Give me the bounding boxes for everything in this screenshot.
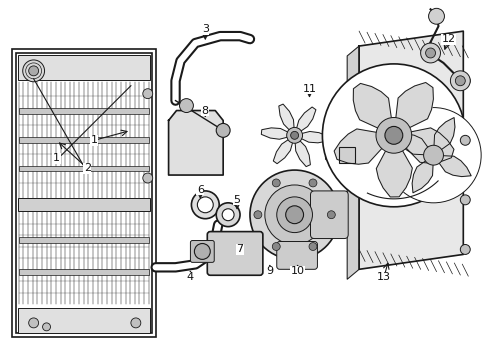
Polygon shape	[341, 155, 349, 177]
Circle shape	[272, 179, 280, 187]
Circle shape	[460, 195, 470, 205]
Text: 8: 8	[202, 105, 209, 116]
Bar	[339, 147, 355, 163]
Text: 4: 4	[187, 272, 194, 282]
Text: 1: 1	[53, 153, 60, 163]
Circle shape	[341, 149, 353, 161]
Polygon shape	[169, 111, 223, 175]
Text: 12: 12	[441, 34, 456, 44]
Circle shape	[222, 209, 234, 221]
Polygon shape	[394, 128, 454, 163]
Circle shape	[460, 244, 470, 255]
Circle shape	[254, 211, 262, 219]
Text: 3: 3	[202, 24, 209, 34]
Polygon shape	[353, 84, 394, 135]
Polygon shape	[294, 107, 316, 135]
Circle shape	[429, 8, 444, 24]
Text: 7: 7	[237, 244, 244, 255]
Circle shape	[460, 135, 470, 145]
Circle shape	[426, 48, 436, 58]
Polygon shape	[334, 129, 394, 164]
Circle shape	[250, 170, 339, 260]
Circle shape	[322, 64, 466, 207]
Polygon shape	[325, 153, 347, 161]
Circle shape	[216, 203, 240, 227]
Bar	[19, 269, 149, 275]
Polygon shape	[376, 135, 412, 197]
Text: 1: 1	[91, 135, 98, 145]
Bar	[18, 198, 150, 211]
Circle shape	[385, 126, 403, 144]
Polygon shape	[394, 82, 433, 135]
Bar	[19, 108, 149, 113]
Polygon shape	[347, 46, 359, 279]
Polygon shape	[434, 118, 455, 155]
Text: 2: 2	[84, 163, 91, 173]
FancyBboxPatch shape	[207, 231, 263, 275]
Polygon shape	[359, 31, 464, 269]
Text: 11: 11	[302, 84, 317, 94]
Polygon shape	[347, 155, 367, 167]
Circle shape	[460, 76, 470, 86]
Circle shape	[277, 197, 313, 233]
Polygon shape	[273, 135, 294, 164]
Text: 6: 6	[197, 185, 204, 195]
Polygon shape	[294, 131, 328, 143]
Polygon shape	[261, 128, 294, 139]
Polygon shape	[279, 104, 294, 135]
Circle shape	[197, 197, 213, 213]
FancyBboxPatch shape	[191, 240, 214, 262]
Circle shape	[272, 243, 280, 251]
Text: 2: 2	[84, 163, 91, 173]
Circle shape	[131, 318, 141, 328]
Circle shape	[195, 243, 210, 260]
Bar	[16, 53, 152, 333]
Circle shape	[286, 206, 303, 224]
Circle shape	[420, 43, 441, 63]
Circle shape	[43, 323, 50, 331]
Polygon shape	[347, 139, 364, 155]
Polygon shape	[294, 135, 310, 167]
Circle shape	[23, 60, 45, 82]
Circle shape	[287, 127, 302, 143]
Polygon shape	[396, 134, 434, 155]
Circle shape	[291, 131, 298, 139]
Bar	[19, 136, 149, 143]
Text: 10: 10	[291, 266, 305, 276]
Circle shape	[327, 211, 335, 219]
Bar	[12, 49, 156, 337]
Circle shape	[376, 117, 412, 153]
Polygon shape	[337, 135, 347, 155]
Text: 5: 5	[234, 195, 241, 205]
Circle shape	[179, 99, 194, 113]
Circle shape	[29, 318, 39, 328]
Circle shape	[309, 243, 317, 251]
Circle shape	[143, 173, 153, 183]
Circle shape	[265, 185, 324, 244]
Polygon shape	[434, 155, 471, 177]
Circle shape	[455, 76, 466, 86]
Circle shape	[216, 123, 230, 137]
Circle shape	[192, 191, 219, 219]
Bar	[19, 166, 149, 171]
Circle shape	[143, 89, 153, 99]
Polygon shape	[412, 155, 434, 193]
Circle shape	[29, 66, 39, 76]
Circle shape	[309, 179, 317, 187]
Text: 13: 13	[377, 272, 391, 282]
Circle shape	[386, 108, 481, 203]
FancyBboxPatch shape	[311, 191, 348, 239]
Circle shape	[424, 145, 443, 165]
FancyBboxPatch shape	[277, 242, 318, 269]
Bar	[19, 237, 149, 243]
Bar	[18, 55, 150, 80]
Text: 9: 9	[266, 266, 273, 276]
Bar	[18, 308, 150, 333]
Circle shape	[450, 71, 470, 91]
